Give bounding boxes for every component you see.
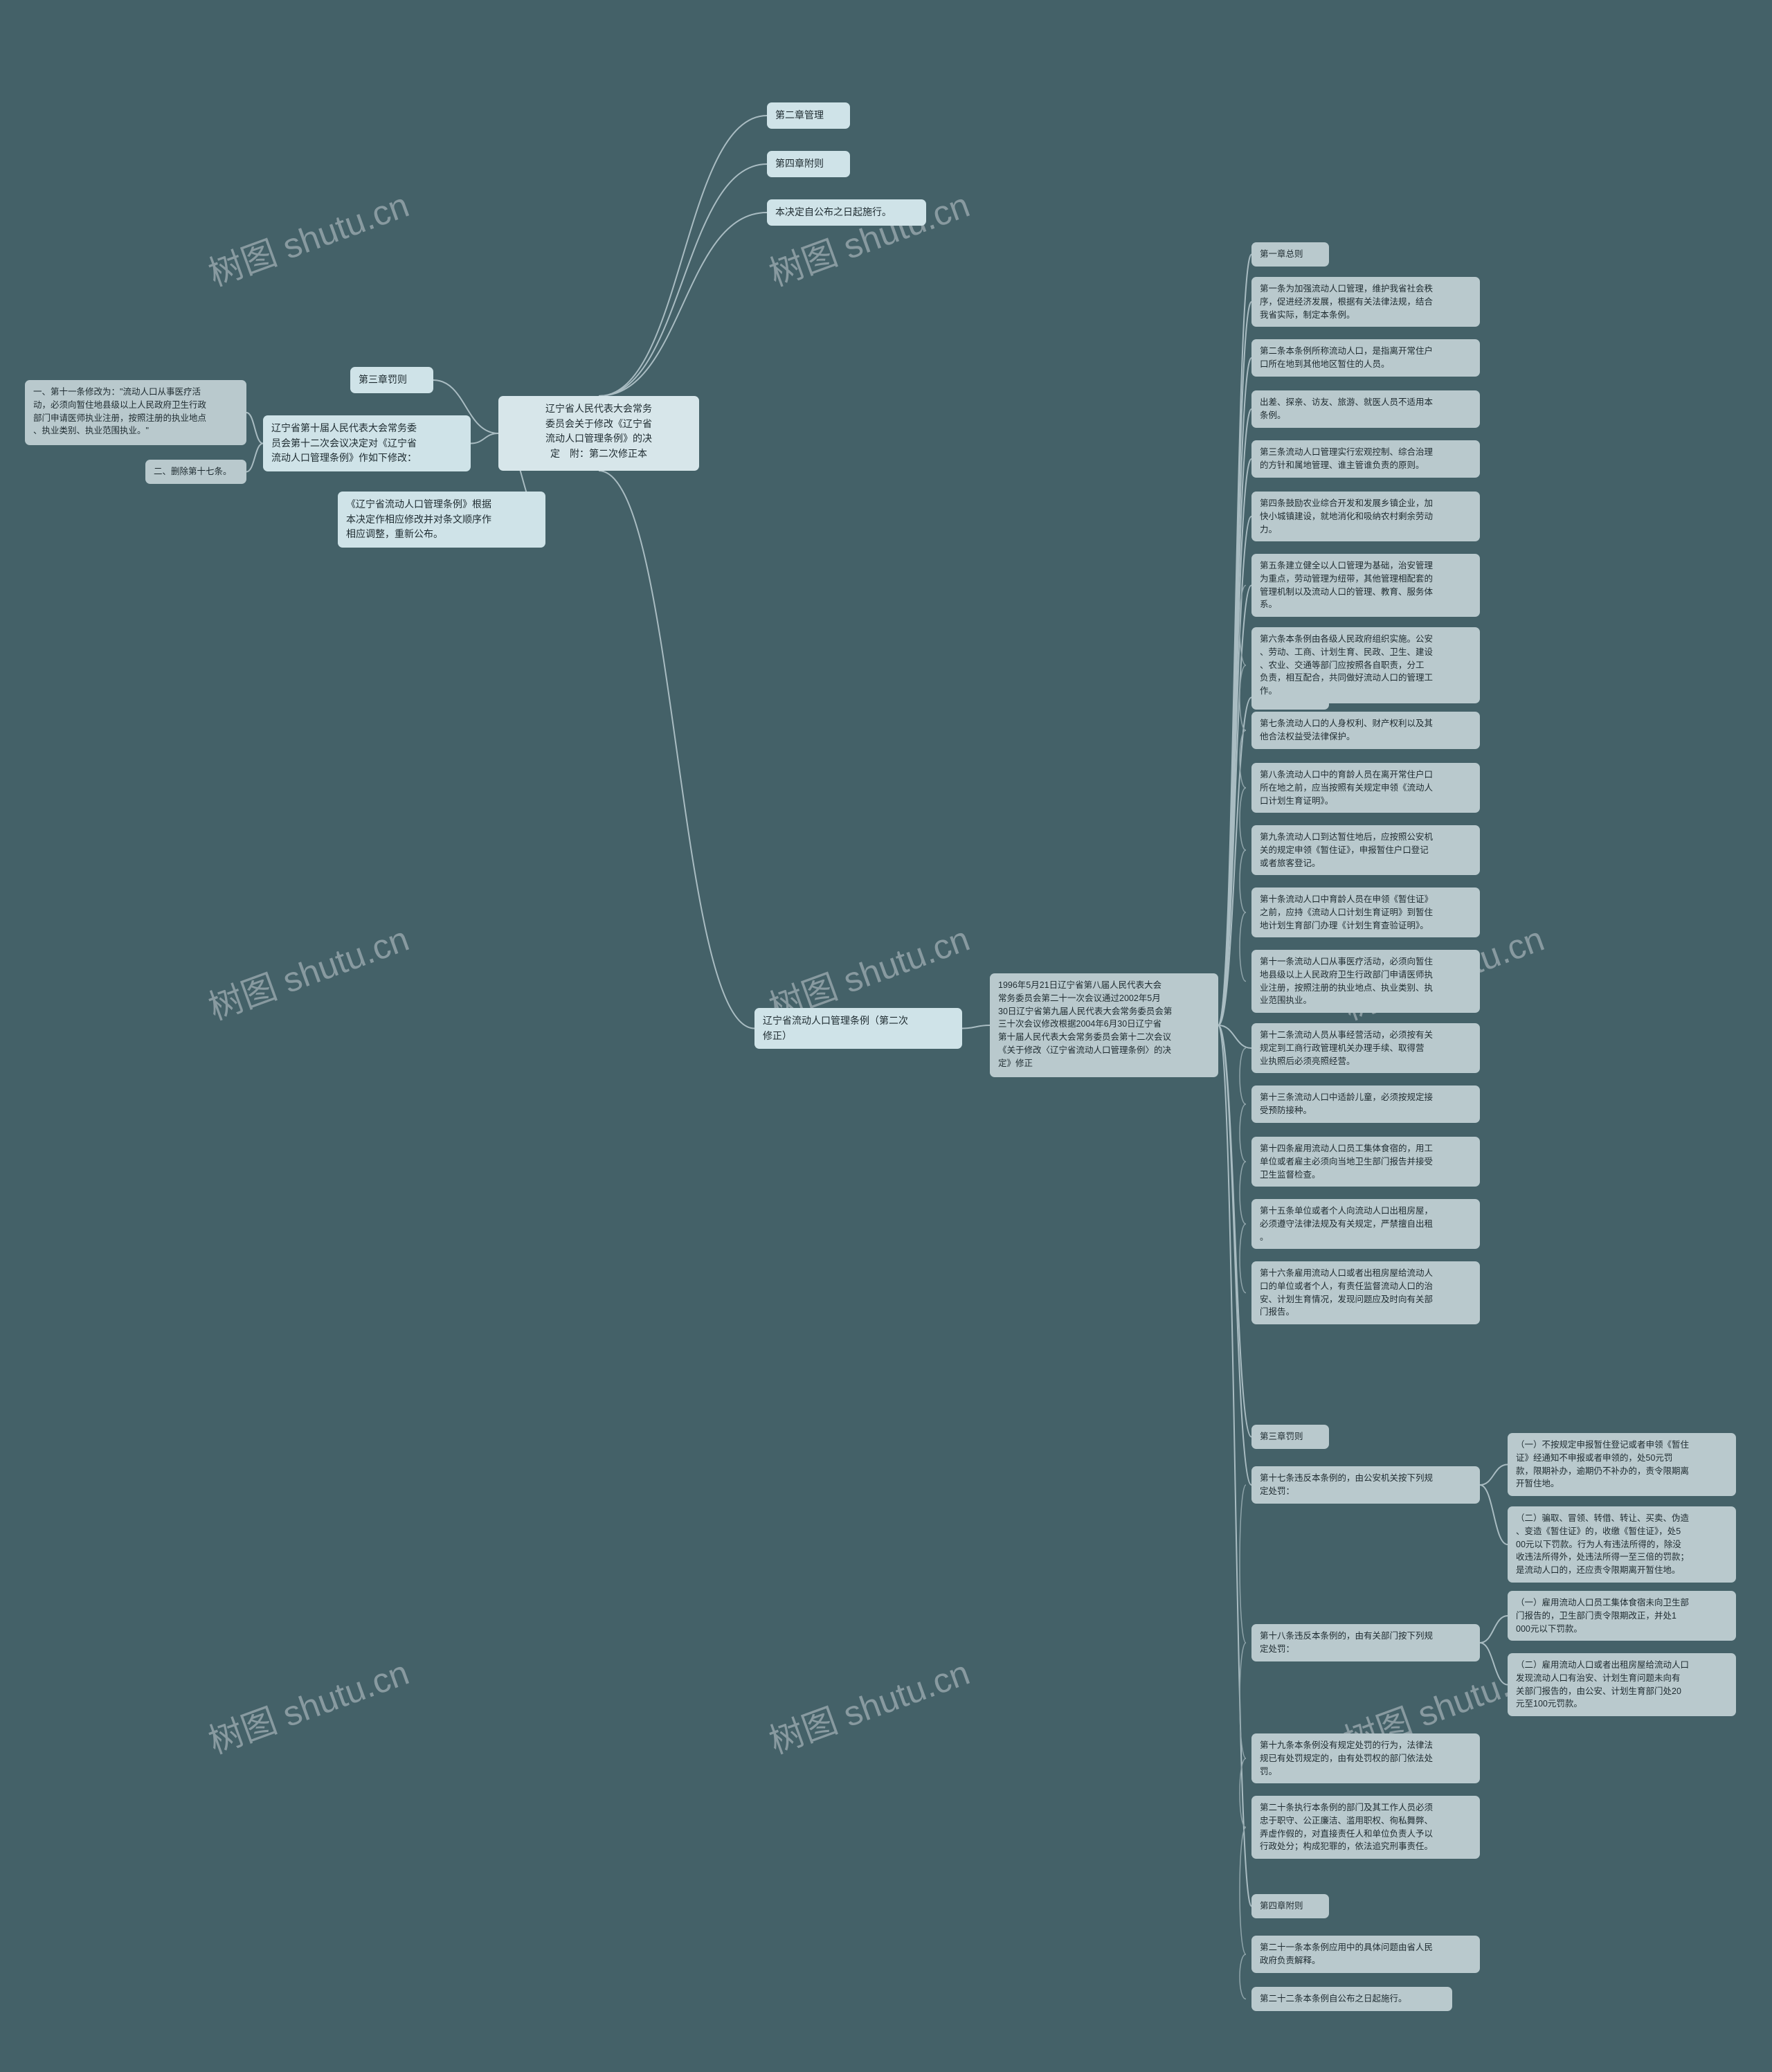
mindmap-edge xyxy=(1480,1616,1508,1643)
mindmap-node: 第十九条本条例没有规定处罚的行为，法律法 规已有处罚规定的，由有处罚权的部门依法… xyxy=(1251,1733,1480,1783)
mindmap-edge xyxy=(1218,698,1251,1026)
mindmap-edge xyxy=(1240,730,1246,788)
mindmap-node: （二）雇用流动人口或者出租房屋给流动人口 发现流动人口有治安、计划生育问题未向有… xyxy=(1508,1653,1736,1716)
mindmap-edge xyxy=(1218,1025,1251,1437)
mindmap-node: 出差、探亲、访友、旅游、就医人员不适用本 条例。 xyxy=(1251,390,1480,428)
mindmap-edge xyxy=(1240,665,1246,730)
mindmap-node: 本决定自公布之日起施行。 xyxy=(767,199,926,226)
watermark: 树图 shutu.cn xyxy=(201,911,415,1029)
mindmap-edge xyxy=(599,164,767,396)
mindmap-edge xyxy=(1218,586,1251,1026)
mindmap-edge xyxy=(1240,850,1246,912)
mindmap-edge xyxy=(1218,1025,1251,1485)
mindmap-edge xyxy=(1240,1048,1246,1104)
mindmap-node: 第二十条执行本条例的部门及其工作人员必须 忠于职守、公正廉洁、滥用职权、徇私舞弊… xyxy=(1251,1796,1480,1859)
mindmap-node: 第三章罚则 xyxy=(350,367,433,393)
watermark: 树图 shutu.cn xyxy=(761,177,975,296)
mindmap-edge xyxy=(599,116,767,396)
mindmap-node: 第八条流动人口中的育龄人员在离开常住户口 所在地之前，应当按照有关规定申领《流动… xyxy=(1251,763,1480,813)
mindmap-node: 第十条流动人口中育龄人员在申领《暂住证》 之前，应持《流动人口计划生育证明》到暂… xyxy=(1251,888,1480,937)
mindmap-node: 第三条流动人口管理实行宏观控制、综合治理 的方针和属地管理、谁主管谁负责的原则。 xyxy=(1251,440,1480,478)
mindmap-node: 第十六条雇用流动人口或者出租房屋给流动人 口的单位或者个人，有责任监督流动人口的… xyxy=(1251,1261,1480,1324)
mindmap-node: 第二十一条本条例应用中的具体问题由省人民 政府负责解释。 xyxy=(1251,1936,1480,1973)
mindmap-edge xyxy=(1218,358,1251,1025)
mindmap-edge xyxy=(1240,1758,1246,1828)
mindmap-edge xyxy=(599,471,754,1029)
mindmap-node: 第十五条单位或者个人向流动人口出租房屋， 必须遵守法律法规及有关规定，严禁擅自出… xyxy=(1251,1199,1480,1249)
mindmap-node: 第十三条流动人口中适龄儿童，必须按规定接 受预防接种。 xyxy=(1251,1085,1480,1123)
hub-root: 辽宁省人民代表大会常务 委员会关于修改《辽宁省 流动人口管理条例》的决 定 附：… xyxy=(498,396,699,471)
mindmap-node: 第四条鼓励农业综合开发和发展乡镇企业，加 快小城镇建设，就地消化和吸纳农村剩余劳… xyxy=(1251,492,1480,541)
mindmap-edge xyxy=(1240,1828,1246,1955)
mindmap-node: 辽宁省第十届人民代表大会常务委 员会第十二次会议决定对《辽宁省 流动人口管理条例… xyxy=(263,415,471,471)
mindmap-node: 一、第十一条修改为："流动人口从事医疗活 动，必须向暂住地县级以上人民政府卫生行… xyxy=(25,380,246,445)
mindmap-node: 第二条本条例所称流动人口，是指离开常住户 口所在地到其他地区暂住的人员。 xyxy=(1251,339,1480,377)
mindmap-node: 第六条本条例由各级人民政府组织实施。公安 、劳动、工商、计划生育、民政、卫生、建… xyxy=(1251,627,1480,703)
mindmap-edge xyxy=(1218,255,1251,1026)
mindmap-edge xyxy=(1218,1025,1251,1048)
mindmap-edge xyxy=(246,413,263,444)
mindmap-node: 《辽宁省流动人口管理条例》根据 本决定作相应修改并对条文顺序作 相应调整，重新公… xyxy=(338,492,545,548)
mindmap-edge xyxy=(1480,1485,1508,1544)
mindmap-node: 第一章总则 xyxy=(1251,242,1329,267)
watermark: 树图 shutu.cn xyxy=(201,177,415,296)
mindmap-edge xyxy=(1218,459,1251,1025)
mindmap-edge xyxy=(1218,302,1251,1025)
mindmap-node: 第二章管理 xyxy=(767,102,850,129)
mindmap-node: 第三章罚则 xyxy=(1251,1425,1329,1449)
mindmap-node: （二）骗取、冒领、转借、转让、买卖、伪造 、变造《暂住证》的，收缴《暂住证》，处… xyxy=(1508,1506,1736,1583)
mindmap-edge xyxy=(1240,788,1246,850)
mindmap-node: 第十四条雇用流动人口员工集体食宿的，用工 单位或者雇主必须向当地卫生部门报告并接… xyxy=(1251,1137,1480,1187)
mindmap-node: 第五条建立健全以人口管理为基础，治安管理 为重点，劳动管理为纽带，其他管理相配套… xyxy=(1251,554,1480,617)
mindmap-node: 第四章附则 xyxy=(767,151,850,177)
mindmap-node: 第十二条流动人员从事经营活动，必须按有关 规定到工商行政管理机关办理手续、取得营… xyxy=(1251,1023,1480,1073)
mindmap-edge xyxy=(1480,1465,1508,1486)
mindmap-node: 第十八条违反本条例的，由有关部门按下列规 定处罚： xyxy=(1251,1624,1480,1661)
mindmap-edge xyxy=(1240,1954,1246,1999)
mindmap-node: 辽宁省流动人口管理条例（第二次 修正） xyxy=(754,1008,962,1049)
mindmap-edge xyxy=(1218,409,1251,1025)
mindmap-edge xyxy=(1240,1224,1246,1293)
mindmap-node: （一）雇用流动人口员工集体食宿未向卫生部 门报告的，卫生部门责令限期改正，并处1… xyxy=(1508,1591,1736,1641)
mindmap-edge xyxy=(1240,586,1246,666)
mindmap-edge xyxy=(471,433,498,444)
mindmap-node: 第一条为加强流动人口管理，维护我省社会秩 序，促进经济发展，根据有关法律法规，结… xyxy=(1251,277,1480,327)
mindmap-edge xyxy=(246,444,263,472)
mindmap-edge xyxy=(1240,1162,1246,1224)
watermark: 树图 shutu.cn xyxy=(201,1645,415,1763)
mindmap-node: 第十七条违反本条例的，由公安机关按下列规 定处罚： xyxy=(1251,1466,1480,1504)
mindmap-node: 二、删除第十七条。 xyxy=(145,460,246,484)
mindmap-edge xyxy=(1240,1643,1246,1758)
mindmap-node: 第四章附则 xyxy=(1251,1894,1329,1918)
mindmap-edge xyxy=(599,213,767,396)
mindmap-edge xyxy=(1480,1643,1508,1685)
mindmap-node: 1996年5月21日辽宁省第八届人民代表大会 常务委员会第二十一次会议通过200… xyxy=(990,973,1218,1077)
mindmap-edge xyxy=(1240,1104,1246,1162)
mindmap-edge xyxy=(1218,1025,1251,1907)
mindmap-node: 第九条流动人口到达暂住地后，应按照公安机 关的规定申领《暂住证》，申报暂住户口登… xyxy=(1251,825,1480,875)
mindmap-node: 第十一条流动人口从事医疗活动，必须向暂住 地县级以上人民政府卫生行政部门申请医师… xyxy=(1251,950,1480,1013)
watermark: 树图 shutu.cn xyxy=(761,1645,975,1763)
mindmap-node: （一）不按规定申报暂住登记或者申领《暂住 证》经通知不申报或者申领的，处50元罚… xyxy=(1508,1433,1736,1496)
mindmap-edge xyxy=(1240,912,1246,982)
mindmap-node: 第七条流动人口的人身权利、财产权利以及其 他合法权益受法律保护。 xyxy=(1251,712,1480,749)
mindmap-edge xyxy=(1240,1485,1246,1643)
mindmap-edge xyxy=(1218,516,1251,1025)
mindmap-edge xyxy=(962,1025,990,1029)
mindmap-node: 第二十二条本条例自公布之日起施行。 xyxy=(1251,1987,1452,2011)
